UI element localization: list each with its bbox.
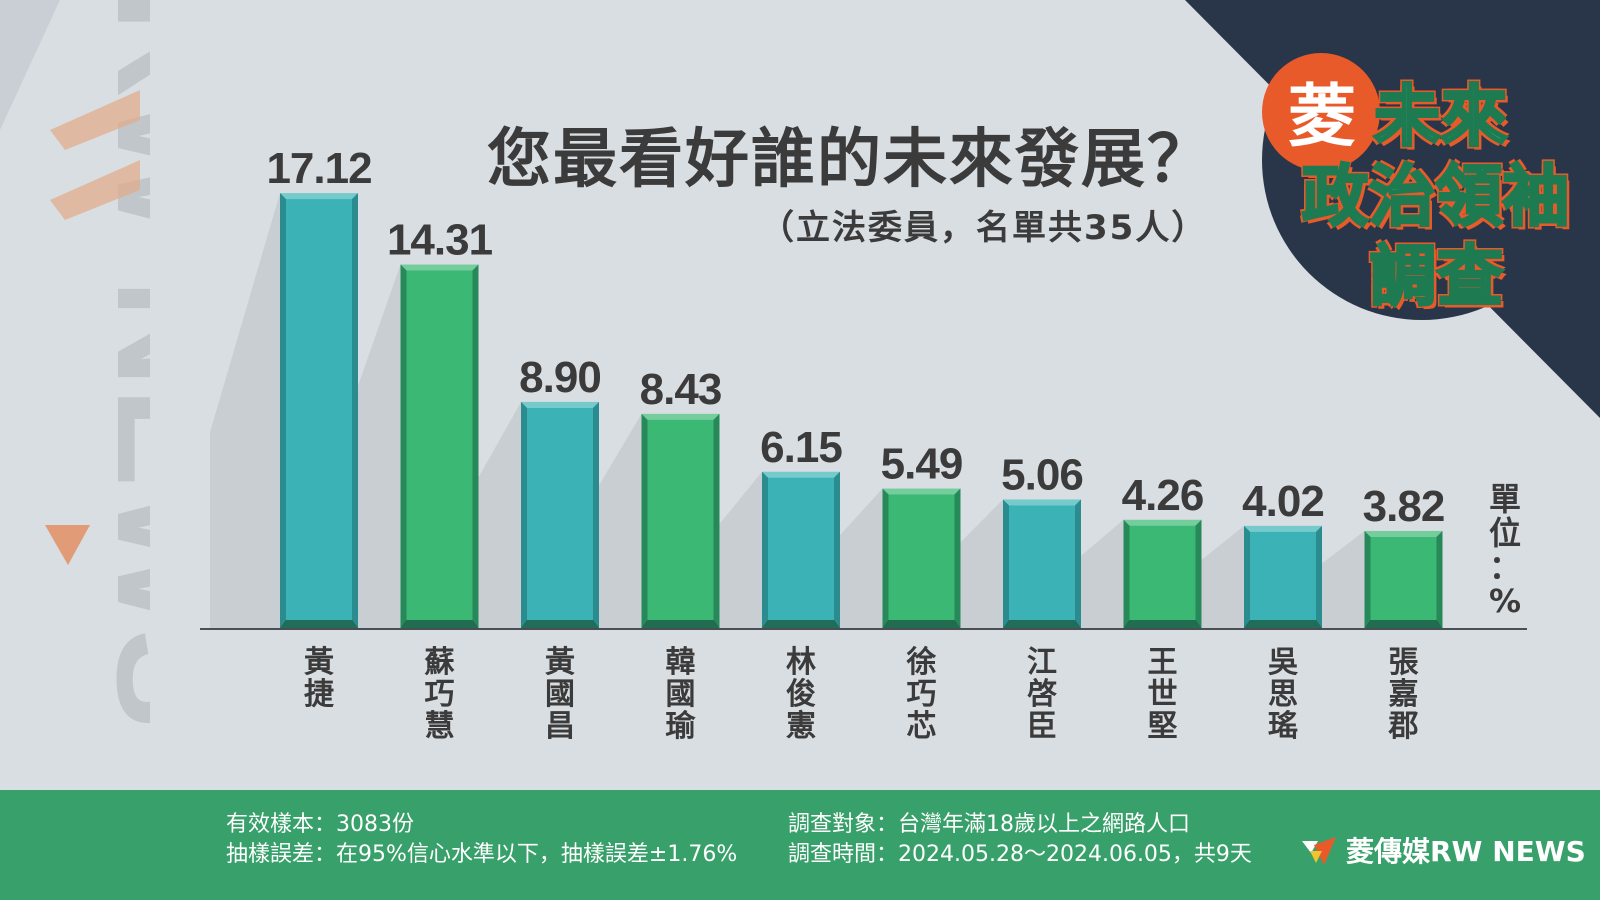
bar	[641, 413, 720, 628]
bar-bevel-left	[1244, 525, 1250, 628]
bar-bevel-right	[472, 264, 479, 628]
bar-bevel-right	[713, 413, 720, 628]
bar-bevel-left	[521, 401, 527, 628]
bar-bevel-left	[400, 264, 407, 628]
category-label: 吳思瑤	[1268, 645, 1299, 744]
bar-value-label: 14.31	[387, 216, 493, 265]
bar-bevel-top	[521, 401, 599, 408]
bar	[1244, 525, 1322, 628]
bar-bevel-bottom	[1003, 620, 1081, 628]
bar-bevel-right	[593, 401, 599, 628]
category-label: 蘇巧慧	[425, 645, 455, 744]
bar-value-label: 4.26	[1122, 471, 1204, 520]
category-label: 黃捷	[304, 645, 334, 712]
bar	[1003, 499, 1081, 628]
bar-bevel-right	[352, 193, 358, 629]
bar-value-label: 5.49	[881, 440, 963, 489]
category-label: 張嘉郡	[1388, 645, 1419, 744]
bar-bevel-bottom	[762, 620, 840, 628]
watermark-accent	[45, 525, 90, 565]
bar-bevel-bottom	[1123, 620, 1202, 628]
sample-size-text: 有效樣本：3083份	[226, 812, 414, 837]
bar-value-label: 6.15	[760, 423, 842, 472]
sampling-error-text: 抽樣誤差：在95%信心水準以下，抽樣誤差±1.76%	[226, 842, 738, 867]
bar-bevel-right	[954, 488, 961, 628]
bar-bevel-top	[882, 488, 961, 495]
bar-bevel-right	[834, 471, 840, 628]
bar-value-label: 8.90	[519, 353, 601, 402]
bar-bevel-right	[1316, 525, 1322, 628]
badge-line-2: 政治領袖	[1301, 157, 1571, 237]
category-label: 林俊憲	[786, 645, 816, 744]
bar-bevel-top	[641, 413, 720, 420]
bar-bevel-right	[1436, 530, 1443, 628]
survey-period-text: 調查時間：2024.05.28～2024.06.05，共9天	[788, 842, 1252, 867]
bar	[280, 193, 358, 629]
bar-value-label: 17.12	[266, 144, 371, 193]
bar-value-label: 4.02	[1242, 477, 1324, 526]
bar	[882, 488, 961, 628]
survey-target-text: 調查對象：台灣年滿18歲以上之網路人口	[788, 812, 1190, 837]
bar	[400, 264, 479, 628]
bar-bevel-top	[1003, 499, 1081, 506]
bar-bevel-bottom	[400, 620, 479, 628]
chart-title: 您最看好誰的未來發展？	[487, 123, 1213, 197]
bar-bevel-bottom	[1364, 620, 1443, 628]
watermark: RW NEWS	[45, 0, 150, 729]
bar-bevel-left	[1123, 519, 1130, 628]
bar-bevel-left	[762, 471, 768, 628]
category-label: 徐巧芯	[906, 645, 937, 744]
footer-bar: 有效樣本：3083份 抽樣誤差：在95%信心水準以下，抽樣誤差±1.76% 調查…	[0, 790, 1600, 900]
category-label: 黃國昌	[545, 645, 575, 744]
bar-bevel-bottom	[641, 620, 720, 628]
chart-subtitle: （立法委員，名單共35人）	[760, 208, 1208, 248]
bar-bevel-top	[1123, 519, 1202, 526]
footer-left-info: 有效樣本：3083份 抽樣誤差：在95%信心水準以下，抽樣誤差±1.76%	[226, 810, 737, 870]
bar-bevel-top	[1364, 530, 1443, 537]
bar	[521, 401, 599, 628]
badge-ling-char: 菱	[1287, 78, 1356, 157]
bar-bevel-left	[1003, 499, 1009, 628]
bar-bevel-top	[1244, 525, 1322, 532]
bar-bevel-left	[280, 193, 286, 629]
badge-line-1: 未來	[1373, 77, 1509, 157]
bar-bevel-left	[882, 488, 889, 628]
bar-bevel-top	[400, 264, 479, 271]
bar-bevel-top	[762, 471, 840, 478]
bar-bevel-bottom	[882, 620, 961, 628]
brand-name: 菱傳媒RW NEWS	[1346, 835, 1586, 868]
bar	[762, 471, 840, 628]
brand-icon	[1302, 837, 1336, 865]
bar-bevel-bottom	[280, 620, 358, 628]
category-label: 江啓臣	[1027, 645, 1057, 744]
badge-line-3: 調查	[1369, 237, 1505, 317]
bar-bevel-right	[1195, 519, 1202, 628]
survey-badge: 菱 未來 政治領袖 調查	[1262, 35, 1592, 325]
bar-bevel-bottom	[1244, 620, 1322, 628]
bar-bevel-left	[641, 413, 648, 628]
bar-value-label: 5.06	[1001, 450, 1083, 499]
brand-logo: 菱傳媒RW NEWS	[1300, 830, 1586, 870]
bar-value-label: 8.43	[640, 365, 722, 414]
bar-bevel-bottom	[521, 620, 599, 628]
bar-bevel-left	[1364, 530, 1371, 628]
badge-circle	[1262, 53, 1380, 171]
bar	[1123, 519, 1202, 628]
bar	[1364, 530, 1443, 628]
category-label: 王世堅	[1148, 645, 1178, 744]
footer-right-info: 調查對象：台灣年滿18歲以上之網路人口 調查時間：2024.05.28～2024…	[788, 810, 1252, 870]
bar-bevel-top	[280, 193, 358, 200]
bar-chart: 17.12 14.31 8.90 8.43 6.15 5.49 5.06 4.26 4.02 3.…	[200, 144, 1527, 744]
bar-bevel-right	[1075, 499, 1081, 628]
bar-value-label: 3.82	[1363, 482, 1445, 531]
bar-shadow	[210, 193, 280, 629]
category-label: 韓國瑜	[666, 645, 697, 744]
unit-label: 單 位 ： %	[1488, 480, 1522, 620]
